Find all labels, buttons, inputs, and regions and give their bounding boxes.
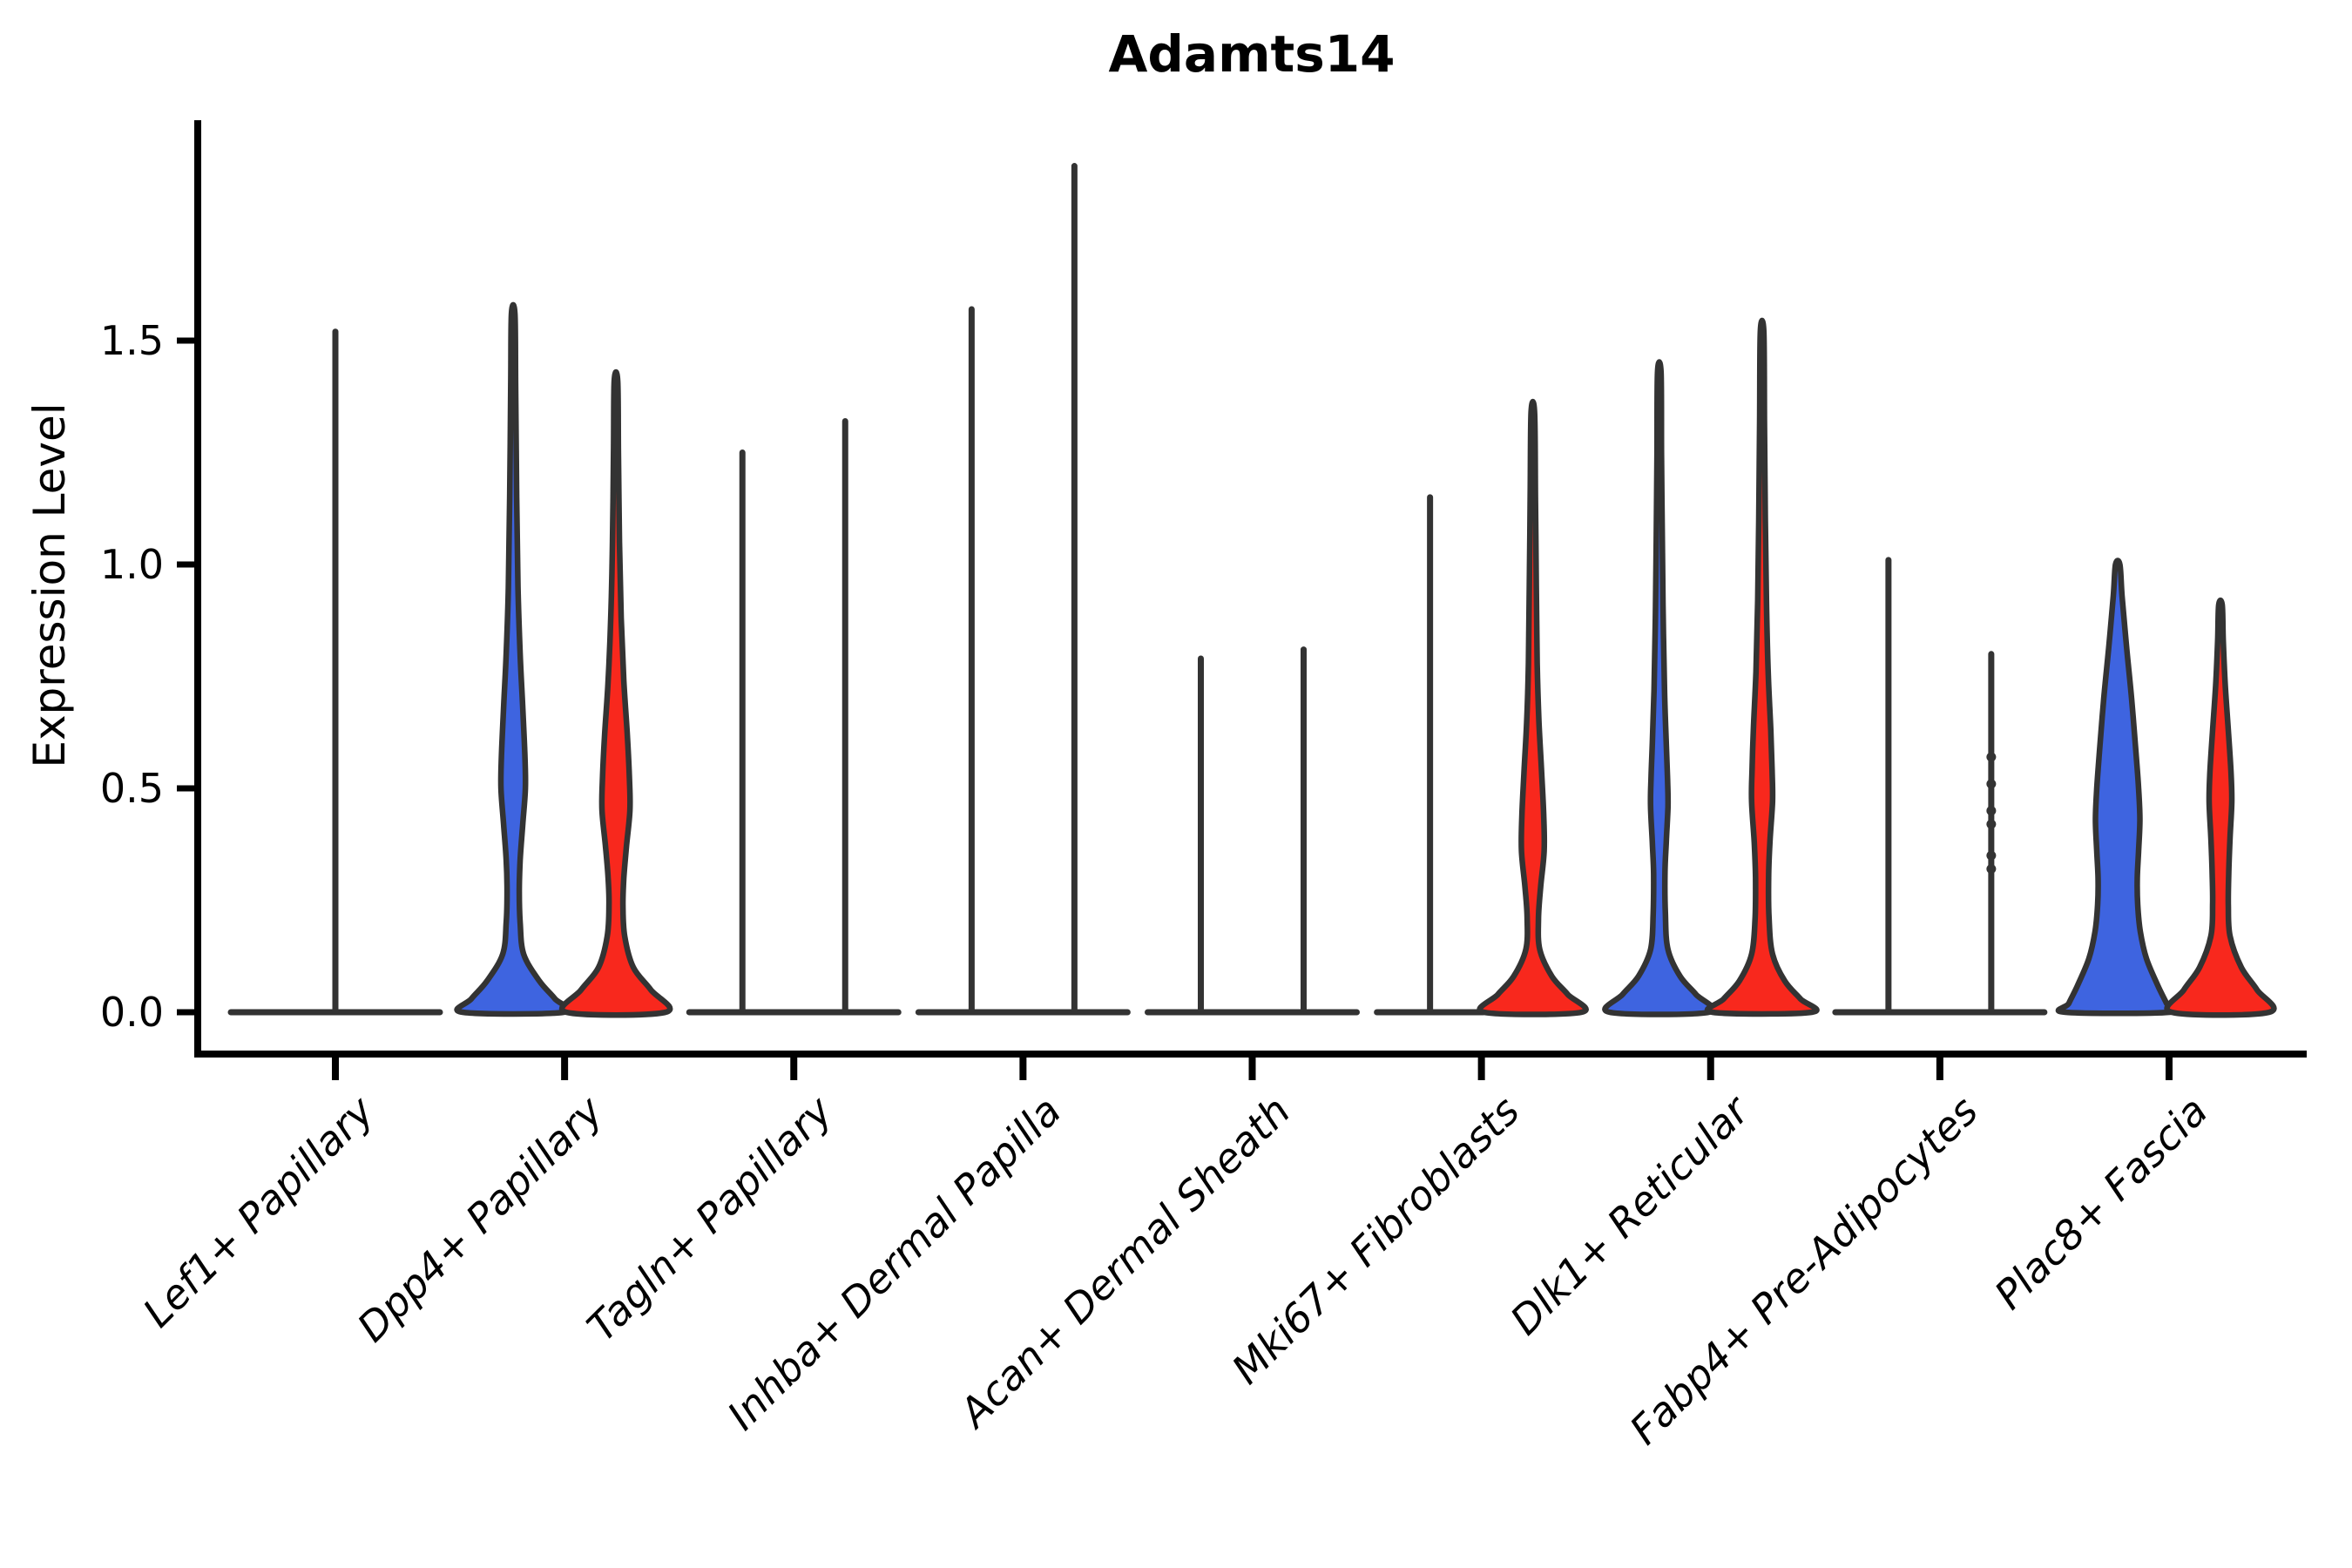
violin-dlk1-reticular-left — [1602, 359, 1717, 1017]
violin-dlk1-reticular-right — [1704, 317, 1820, 1017]
violin-plac8-fascia-left — [2055, 558, 2180, 1017]
violin-plac8-fascia-right — [2164, 597, 2277, 1018]
y-tick-label-0.0: 0.0 — [99, 989, 164, 1036]
y-tick-label-1.5: 1.5 — [99, 317, 164, 364]
violin-fabp4-pre-adipocytes-right-dot-1 — [1986, 779, 1997, 789]
violin-fabp4-pre-adipocytes-right-dot-4 — [1986, 850, 1997, 861]
y-axis-label: Expression Level — [24, 402, 75, 768]
y-tick-label-1.0: 1.0 — [99, 541, 164, 588]
violin-fabp4-pre-adipocytes-right-dot-3 — [1986, 819, 1997, 829]
violin-mki67-fibroblasts-right — [1477, 398, 1589, 1017]
y-tick-label-0.5: 0.5 — [99, 765, 164, 812]
violin-fabp4-pre-adipocytes-right-dot-2 — [1986, 806, 1997, 816]
violin-fabp4-pre-adipocytes-right-dot-5 — [1986, 864, 1997, 875]
violin-fabp4-pre-adipocytes-right-dot-0 — [1986, 752, 1997, 762]
chart-title: Adamts14 — [1108, 24, 1396, 84]
violin-dpp4-papillary-left — [454, 301, 572, 1017]
violin-dpp4-papillary-right — [558, 368, 673, 1018]
